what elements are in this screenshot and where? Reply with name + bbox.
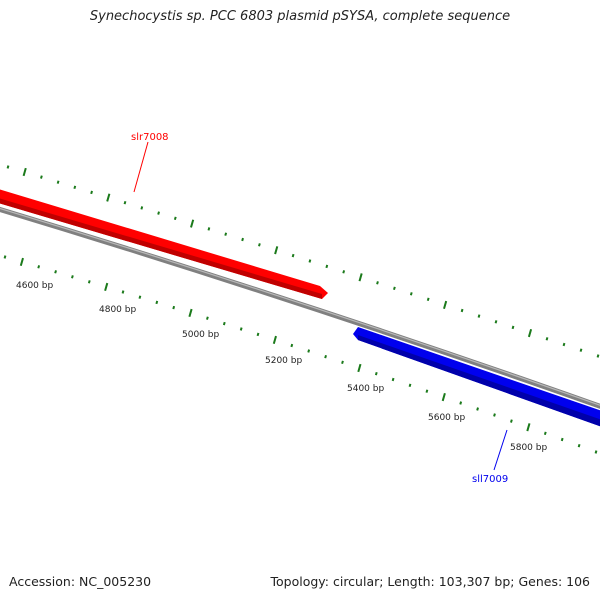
inner-tick-24 — [408, 383, 412, 388]
inner-tick-33 — [560, 437, 564, 442]
inner-tick-16 — [272, 335, 277, 345]
outer-tick-31 — [527, 328, 533, 338]
inner-tick-14 — [239, 327, 243, 331]
outer-tick-6 — [106, 193, 111, 202]
inner-tick-15 — [256, 332, 260, 337]
sequence-backbone — [0, 206, 600, 409]
inner-tick-27 — [459, 401, 463, 405]
outer-tick-4 — [73, 185, 77, 190]
outer-tick-15 — [258, 243, 261, 247]
outer-tick-19 — [325, 264, 329, 269]
outer-tick-24 — [409, 292, 413, 296]
outer-tick-row — [6, 165, 600, 358]
inner-tick-25 — [425, 389, 429, 393]
inner-tick-8 — [138, 295, 142, 299]
inner-tick-10 — [172, 305, 176, 310]
gene-arrow-slr7008[interactable] — [0, 188, 328, 299]
inner-tick-4 — [71, 275, 74, 279]
tick-label-5600: 5600 bp — [428, 413, 465, 423]
map-title: Synechocystis sp. PCC 6803 plasmid pSYSA… — [89, 9, 511, 24]
outer-tick-29 — [494, 320, 498, 324]
outer-tick-22 — [376, 281, 379, 285]
outer-tick-5 — [90, 190, 93, 195]
inner-tick-13 — [222, 321, 226, 326]
inner-tick-30 — [510, 419, 513, 423]
tick-label-5200: 5200 bp — [265, 356, 302, 366]
gene-label-sll7009[interactable]: sll7009 — [472, 474, 508, 485]
outer-tick-21 — [358, 273, 363, 282]
outer-tick-35 — [596, 354, 600, 358]
gene-slr7008-shade — [0, 198, 322, 299]
inner-tick-26 — [441, 392, 446, 402]
inner-tick-21 — [357, 363, 362, 373]
gene-label-slr7008[interactable]: slr7008 — [131, 132, 169, 143]
outer-tick-10 — [173, 216, 177, 221]
inner-tick-19 — [324, 354, 327, 359]
inner-tick-2 — [37, 265, 41, 269]
outer-tick-2 — [40, 175, 43, 179]
outer-tick-1 — [22, 167, 27, 177]
sequence-backbone-highlight — [0, 207, 600, 406]
inner-tick-0 — [3, 255, 7, 259]
gene-arrow-sll7009[interactable] — [353, 327, 600, 428]
outer-tick-30 — [511, 325, 515, 330]
inner-tick-11 — [188, 308, 193, 318]
outer-tick-34 — [579, 348, 583, 352]
inner-tick-3 — [54, 270, 57, 274]
inner-tick-12 — [206, 316, 209, 320]
outer-tick-27 — [460, 308, 464, 313]
inner-tick-1 — [19, 257, 24, 267]
tick-label-5000: 5000 bp — [182, 330, 219, 340]
inner-tick-31 — [526, 423, 531, 432]
outer-tick-25 — [426, 297, 430, 302]
accession-text: Accession: NC_005230 — [9, 574, 152, 589]
inner-tick-20 — [341, 360, 344, 365]
outer-tick-9 — [157, 211, 160, 215]
inner-tick-22 — [374, 371, 378, 376]
tick-label-4600: 4600 bp — [16, 281, 53, 291]
outer-tick-12 — [207, 227, 211, 231]
outer-tick-3 — [56, 180, 60, 184]
outer-tick-33 — [562, 342, 566, 347]
inner-tick-34 — [577, 443, 581, 448]
inner-tick-28 — [476, 407, 479, 411]
inner-tick-35 — [594, 450, 598, 454]
outer-tick-13 — [224, 232, 228, 236]
inner-tick-7 — [121, 290, 125, 294]
outer-tick-17 — [291, 253, 295, 258]
inner-tick-23 — [391, 377, 395, 382]
tick-label-4800: 4800 bp — [99, 305, 136, 315]
outer-tick-7 — [123, 200, 127, 205]
outer-tick-0 — [6, 165, 10, 169]
outer-tick-18 — [308, 259, 312, 263]
inner-tick-18 — [307, 349, 311, 353]
leader-line-slr7008 — [133, 141, 149, 193]
outer-tick-28 — [477, 314, 481, 318]
leader-line-sll7009 — [493, 429, 508, 471]
outer-tick-26 — [443, 300, 448, 310]
tick-label-5800: 5800 bp — [510, 443, 547, 453]
inner-tick-6 — [104, 282, 109, 292]
outer-tick-14 — [241, 237, 244, 242]
inner-tick-32 — [543, 431, 547, 436]
outer-tick-32 — [545, 337, 549, 341]
inner-tick-29 — [493, 413, 496, 417]
gene-sll7009-shade — [358, 335, 600, 427]
outer-tick-16 — [274, 246, 279, 255]
outer-tick-20 — [342, 270, 346, 274]
outer-tick-11 — [190, 219, 195, 228]
inner-tick-row — [3, 255, 598, 454]
inner-tick-9 — [155, 300, 159, 305]
outer-tick-8 — [140, 206, 144, 210]
tick-label-5400: 5400 bp — [347, 384, 384, 394]
topology-summary-text: Topology: circular; Length: 103,307 bp; … — [270, 574, 591, 589]
inner-tick-17 — [290, 343, 294, 348]
inner-tick-5 — [87, 280, 91, 284]
outer-tick-23 — [393, 286, 396, 291]
